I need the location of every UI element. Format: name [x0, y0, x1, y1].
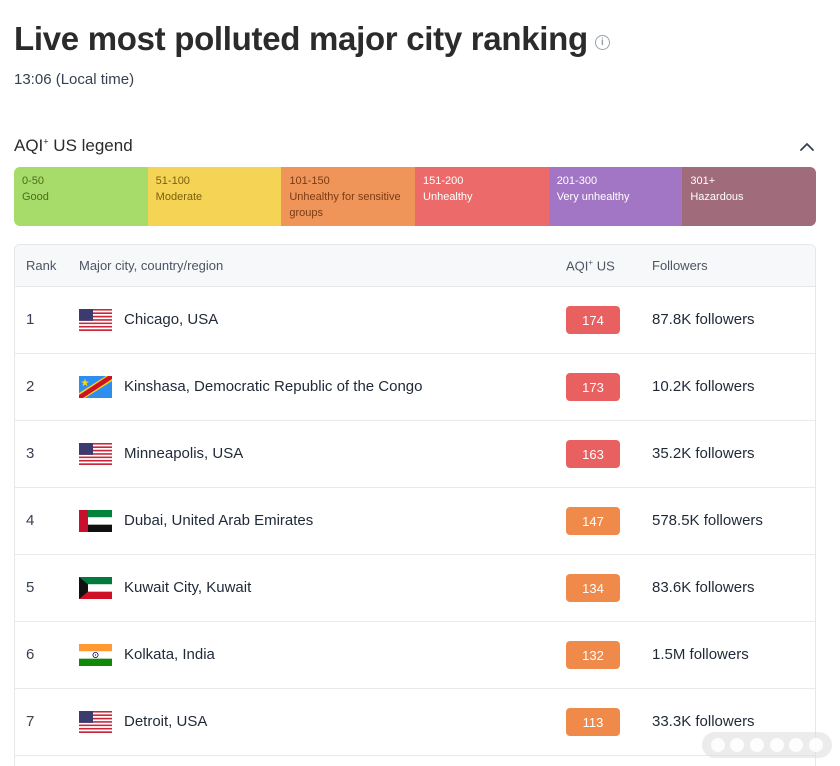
rank-cell: 3 [26, 445, 35, 462]
followers-cell: 10.2K followers [652, 378, 755, 395]
legend-range: 0-50 [22, 175, 45, 187]
legend-segment: 101-150 Unhealthy for sensitive groups [281, 167, 416, 226]
legend-label: Very unhealthy [556, 191, 630, 203]
aqi-badge: 163 [566, 440, 620, 468]
legend-label: Hazardous [690, 191, 744, 203]
legend-title: AQI+ US legend [14, 136, 133, 155]
followers-cell: 87.8K followers [652, 311, 755, 328]
legend-segment: 301+ Hazardous [682, 167, 816, 226]
aqi-badge: 174 [566, 306, 620, 334]
followers-cell: 83.6K followers [652, 579, 755, 596]
legend-label: Moderate [155, 191, 203, 203]
usa-flag-icon [79, 309, 112, 331]
aqi-badge: 113 [566, 708, 620, 736]
ranking-table: Rank Major city, country/region AQI+ US … [14, 244, 816, 766]
rank-cell: 1 [26, 311, 35, 328]
aqi-legend-bar: 0-50 Good 51-100 Moderate 101-150 Unhealthy f… [14, 167, 816, 226]
legend-range: 301+ [690, 175, 716, 187]
rank-cell: 4 [26, 512, 35, 529]
aqi-badge: 173 [566, 373, 620, 401]
rank-cell: 6 [26, 646, 35, 663]
legend-segment: 201-300 Very unhealthy [548, 167, 683, 226]
legend-label: Unhealthy for sensitive groups [289, 191, 401, 219]
legend-range: 101-150 [289, 175, 330, 187]
city-link[interactable]: Kinshasa, Democratic Republic of the Con… [124, 378, 423, 395]
table-row[interactable]: 2 Kinshasa, Democratic Republic of the Co… [15, 354, 815, 421]
uae-flag-icon [79, 510, 112, 532]
city-link[interactable]: Chicago, USA [124, 311, 219, 328]
legend-segment: 51-100 Moderate [147, 167, 282, 226]
legend-range: 51-100 [155, 175, 190, 187]
drc-flag-icon [79, 376, 112, 398]
city-link[interactable]: Minneapolis, USA [124, 445, 244, 462]
city-link[interactable]: Kuwait City, Kuwait [124, 579, 252, 596]
table-row[interactable]: 4 Dubai, United Arab Emirates 147 578.5K fo… [15, 488, 815, 555]
info-icon[interactable]: i [594, 34, 610, 50]
table-body: 1 Chicago, USA 174 87.8K followers 2 Kinshasa… [15, 287, 815, 756]
city-link[interactable]: Detroit, USA [124, 713, 208, 730]
table-row[interactable]: 1 Chicago, USA 174 87.8K followers [15, 287, 815, 354]
followers-cell: 33.3K followers [652, 713, 755, 730]
followers-cell: 35.2K followers [652, 445, 755, 462]
rank-cell: 7 [26, 713, 35, 730]
legend-label: Unhealthy [423, 191, 473, 203]
chevron-up-icon[interactable] [798, 137, 816, 155]
header-aqi: AQI+ US [566, 258, 615, 274]
aqi-badge: 147 [566, 507, 620, 535]
title-row: Live most polluted major city ranking i [14, 20, 610, 58]
legend-range: 201-300 [556, 175, 598, 187]
local-time: 13:06 (Local time) [14, 71, 135, 88]
watermark [702, 732, 832, 758]
header-followers: Followers [652, 258, 708, 273]
rank-cell: 2 [26, 378, 35, 395]
table-row[interactable]: 3 Minneapolis, USA 163 35.2K followers [15, 421, 815, 488]
legend-header[interactable]: AQI+ US legend [14, 136, 816, 156]
city-link[interactable]: Kolkata, India [124, 646, 215, 663]
legend-label: Good [22, 191, 49, 203]
aqi-badge: 134 [566, 574, 620, 602]
table-header: Rank Major city, country/region AQI+ US … [15, 245, 815, 287]
table-row[interactable]: 6 Kolkata, India 132 1.5M followers [15, 622, 815, 689]
legend-segment: 151-200 Unhealthy [415, 167, 549, 226]
followers-cell: 578.5K followers [652, 512, 763, 529]
usa-flag-icon [79, 711, 112, 733]
table-row[interactable]: 7 Detroit, USA 113 33.3K followers [15, 689, 815, 756]
followers-cell: 1.5M followers [652, 646, 749, 663]
rank-cell: 5 [26, 579, 35, 596]
legend-range: 151-200 [423, 175, 464, 187]
legend-segment: 0-50 Good [14, 167, 148, 226]
city-link[interactable]: Dubai, United Arab Emirates [124, 512, 314, 529]
india-flag-icon [79, 644, 112, 666]
page-title: Live most polluted major city ranking [14, 20, 588, 57]
aqi-badge: 132 [566, 641, 620, 669]
header-rank: Rank [26, 258, 57, 273]
kuwait-flag-icon [79, 577, 112, 599]
table-row[interactable]: 5 Kuwait City, Kuwait 134 83.6K followers [15, 555, 815, 622]
usa-flag-icon [79, 443, 112, 465]
header-city: Major city, country/region [79, 258, 224, 273]
